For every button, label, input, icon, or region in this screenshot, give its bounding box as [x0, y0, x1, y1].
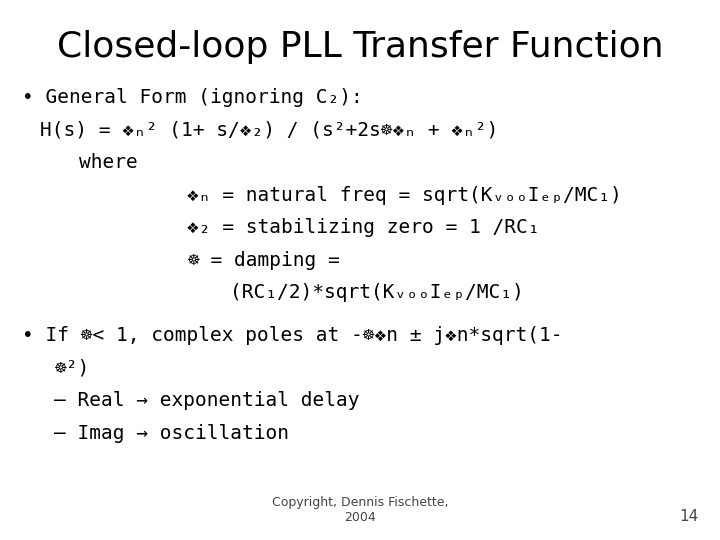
Text: Copyright, Dennis Fischette,
2004: Copyright, Dennis Fischette, 2004 — [271, 496, 449, 524]
Text: H(s) = ❖ₙ² (1+ s/❖₂) / (s²+2s☸❖ₙ + ❖ₙ²): H(s) = ❖ₙ² (1+ s/❖₂) / (s²+2s☸❖ₙ + ❖ₙ²) — [40, 120, 498, 139]
Text: – Real → exponential delay: – Real → exponential delay — [54, 391, 359, 410]
Text: ❖ₙ = natural freq = sqrt(KᵥₒₒIₑₚ/MC₁): ❖ₙ = natural freq = sqrt(KᵥₒₒIₑₚ/MC₁) — [187, 186, 622, 205]
Text: ❖₂ = stabilizing zero = 1 /RC₁: ❖₂ = stabilizing zero = 1 /RC₁ — [187, 218, 540, 238]
Text: • General Form (ignoring C₂):: • General Form (ignoring C₂): — [22, 87, 362, 107]
Text: – Imag → oscillation: – Imag → oscillation — [54, 423, 289, 443]
Text: ☸²): ☸²) — [54, 359, 89, 378]
Text: (RC₁/2)*sqrt(KᵥₒₒIₑₚ/MC₁): (RC₁/2)*sqrt(KᵥₒₒIₑₚ/MC₁) — [230, 283, 524, 302]
Text: where: where — [79, 152, 138, 172]
Text: Closed-loop PLL Transfer Function: Closed-loop PLL Transfer Function — [57, 30, 663, 64]
Text: • If ☸< 1, complex poles at -☸❖n ± j❖n*sqrt(1-: • If ☸< 1, complex poles at -☸❖n ± j❖n*s… — [22, 326, 562, 346]
Text: ☸ = damping =: ☸ = damping = — [187, 251, 340, 270]
Text: 14: 14 — [679, 509, 698, 524]
